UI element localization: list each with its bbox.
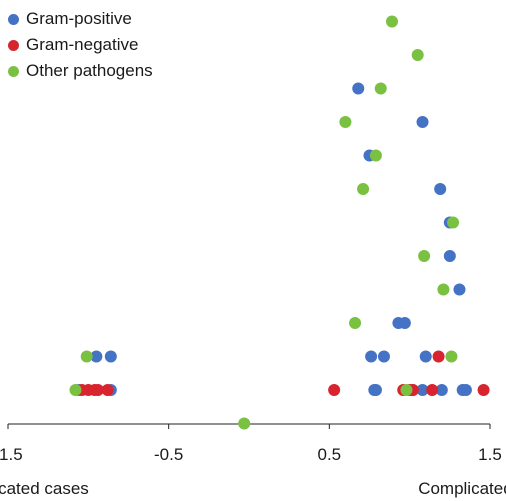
legend-label-other-pathogens: Other pathogens <box>26 61 153 80</box>
x-side-label-left: Uncomplicated cases <box>0 479 89 498</box>
point-gram-negative <box>426 384 439 396</box>
point-gram-positive <box>419 350 432 363</box>
point-other-pathogens <box>445 350 458 363</box>
point-gram-positive <box>453 283 466 296</box>
legend-item-gram-negative: Gram-negative <box>8 32 153 58</box>
x-side-label-right: Complicated cases <box>418 479 506 498</box>
data-points <box>69 15 490 430</box>
point-gram-positive <box>416 384 429 396</box>
point-gram-negative <box>91 384 104 396</box>
point-other-pathogens <box>400 384 413 396</box>
point-gram-negative <box>477 384 490 396</box>
point-gram-positive <box>90 350 103 363</box>
point-other-pathogens <box>369 149 382 162</box>
x-side-labels: Uncomplicated cases Complicated cases <box>0 479 506 498</box>
legend-marker-gram-positive <box>8 13 19 25</box>
point-gram-positive <box>459 384 472 396</box>
point-gram-positive <box>398 317 411 329</box>
point-gram-positive <box>377 350 390 363</box>
point-other-pathogens <box>411 49 424 61</box>
point-gram-positive <box>352 82 365 95</box>
legend-item-gram-positive: Gram-positive <box>8 6 153 32</box>
point-gram-positive <box>434 183 447 195</box>
point-gram-positive <box>104 350 117 363</box>
point-other-pathogens <box>447 216 460 229</box>
point-other-pathogens <box>437 283 450 296</box>
legend-label-gram-positive: Gram-positive <box>26 9 132 28</box>
x-tick-label: -1.5 <box>0 445 23 464</box>
point-gram-positive <box>416 116 429 128</box>
point-gram-positive <box>435 384 448 396</box>
legend-marker-other-pathogens <box>8 65 19 77</box>
legend: Gram-positive Gram-negative Other pathog… <box>8 6 153 84</box>
x-axis-ticks: -1.5 -0.5 0.5 1.5 <box>0 424 502 464</box>
legend-label-gram-negative: Gram-negative <box>26 35 139 54</box>
x-tick-label: 1.5 <box>478 445 502 464</box>
legend-item-other-pathogens: Other pathogens <box>8 58 153 84</box>
point-other-pathogens <box>418 250 431 262</box>
point-other-pathogens <box>357 183 370 195</box>
point-gram-negative <box>432 350 445 363</box>
point-other-pathogens <box>80 350 93 363</box>
point-other-pathogens <box>349 317 362 329</box>
legend-marker-gram-negative <box>8 39 19 51</box>
point-gram-positive <box>369 384 382 396</box>
point-other-pathogens <box>339 116 352 128</box>
x-tick-label: 0.5 <box>318 445 342 464</box>
point-other-pathogens <box>385 15 398 28</box>
point-other-pathogens <box>374 82 387 95</box>
point-other-pathogens <box>69 384 82 396</box>
point-gram-positive <box>365 350 378 363</box>
point-gram-positive <box>443 250 456 262</box>
point-other-pathogens <box>238 417 251 430</box>
x-tick-label: -0.5 <box>154 445 183 464</box>
point-gram-negative <box>328 384 341 396</box>
point-gram-negative <box>101 384 114 396</box>
